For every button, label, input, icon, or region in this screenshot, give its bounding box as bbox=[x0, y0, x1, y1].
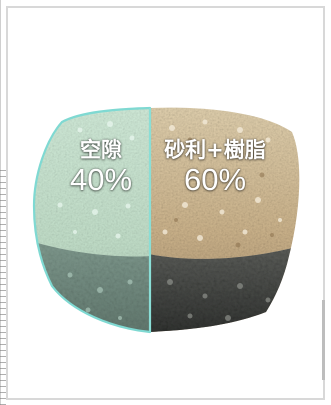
gravel-resin-percent: 60% bbox=[183, 162, 247, 197]
gravel-resin-label: 砂利+樹脂 60% bbox=[150, 138, 280, 197]
gravel-resin-name: 砂利+樹脂 bbox=[164, 138, 266, 162]
void-outline bbox=[32, 106, 152, 334]
gravel-resin-half bbox=[150, 107, 300, 333]
void-name: 空隙 bbox=[80, 138, 122, 162]
left-edge-marks bbox=[0, 170, 6, 405]
void-percent: 40% bbox=[69, 162, 133, 197]
void-half bbox=[34, 108, 150, 332]
right-edge-mark bbox=[322, 300, 325, 380]
void-label: 空隙 40% bbox=[58, 138, 144, 197]
